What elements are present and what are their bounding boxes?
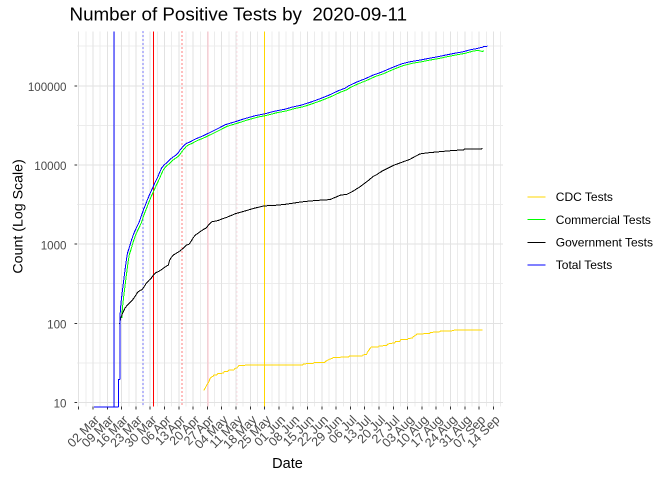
svg-text:1000: 1000 — [41, 239, 67, 252]
svg-text:CDC Tests: CDC Tests — [556, 190, 613, 204]
svg-text:Government Tests: Government Tests — [556, 236, 653, 250]
svg-text:Count (Log Scale): Count (Log Scale) — [11, 159, 27, 273]
svg-text:Date: Date — [272, 456, 303, 472]
svg-text:Number of Positive Tests by 2: Number of Positive Tests by 2020-09-11 — [70, 4, 408, 25]
svg-text:100000: 100000 — [28, 81, 67, 94]
svg-text:10: 10 — [54, 398, 67, 411]
svg-text:10000: 10000 — [34, 160, 66, 173]
svg-text:100: 100 — [47, 318, 66, 331]
svg-text:Total Tests: Total Tests — [556, 258, 612, 272]
svg-text:Commercial Tests: Commercial Tests — [556, 213, 651, 227]
